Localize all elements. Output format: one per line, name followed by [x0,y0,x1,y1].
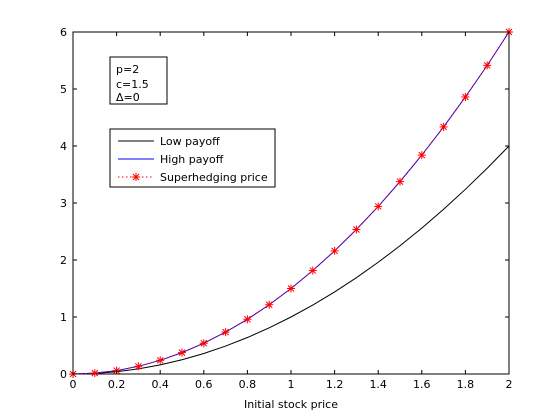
data-point-marker [396,177,404,186]
data-point-marker [461,92,470,101]
data-point-marker [199,339,208,348]
x-tick-label: 1.2 [326,378,344,391]
y-tick-label: 1 [60,311,67,324]
data-point-marker [243,315,252,324]
x-tick-label: 2 [506,378,513,391]
y-tick-label: 3 [60,197,67,210]
y-tick-label: 0 [60,368,67,381]
y-tick-label: 2 [60,254,67,267]
data-point-marker [439,122,448,131]
x-axis-label: Initial stock price [244,398,338,411]
data-point-marker [287,284,295,293]
y-tick-label: 6 [60,26,67,39]
data-point-marker [330,246,339,255]
legend-label-superhedging: Superhedging price [160,171,268,184]
param-p: p=2 [116,63,139,76]
data-point-marker [483,61,492,70]
data-point-marker [90,369,99,378]
data-point-marker [417,151,426,160]
x-tick-label: 0.8 [239,378,257,391]
parameter-annotation-box: p=2 c=1.5 Δ=0 [109,56,168,105]
legend-marker-superhedging [132,173,140,181]
param-delta: Δ=0 [116,91,140,104]
data-point-marker [134,362,143,371]
data-point-marker [374,202,383,211]
series-line-low-payoff [72,145,510,375]
x-tick-label: 0.2 [108,378,126,391]
y-tick-label: 4 [60,140,67,153]
data-point-marker [308,266,317,275]
legend-label-high-payoff: High payoff [160,153,224,166]
y-tick-label: 5 [60,83,67,96]
series-layer [69,28,513,378]
x-tick-label: 1.6 [413,378,431,391]
legend: Low payoff High payoff Superhedging pric… [109,128,276,188]
data-point-marker [265,300,274,309]
x-tick-label: 1.4 [369,378,387,391]
data-point-marker [352,225,361,234]
x-tick-label: 1 [288,378,295,391]
tick-layer: 0 0.2 0.4 0.6 0.8 1 1.2 1.4 1.6 1.8 2 0 1 2 3 4 5 6 [60,26,513,391]
x-tick-label: 0.6 [195,378,213,391]
legend-label-low-payoff: Low payoff [160,135,220,148]
param-c: c=1.5 [116,78,149,91]
data-point-marker [221,328,230,337]
x-tick-label: 1.8 [457,378,475,391]
data-point-marker [156,356,165,365]
data-point-marker [178,348,186,357]
x-tick-label: 0.4 [151,378,169,391]
x-tick-label: 0 [70,378,77,391]
